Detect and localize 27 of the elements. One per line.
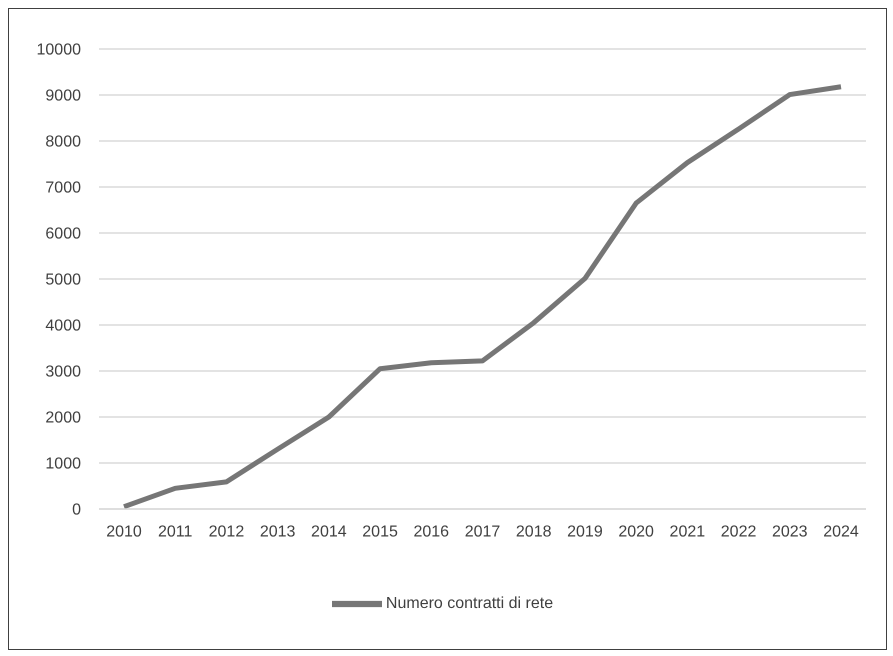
x-tick-label: 2022: [720, 523, 756, 540]
y-tick-label: 6000: [45, 226, 82, 243]
y-tick-label: 8000: [45, 134, 82, 151]
x-tick-label: 2017: [464, 523, 500, 540]
x-tick-label: 2010: [106, 523, 142, 540]
y-tick-label: 10000: [36, 42, 82, 59]
y-tick-label: 5000: [45, 272, 82, 289]
x-tick-label: 2013: [260, 523, 296, 540]
legend-label: Numero contratti di rete: [386, 595, 554, 612]
x-tick-label: 2019: [567, 523, 603, 540]
y-tick-label: 2000: [45, 410, 82, 427]
y-tick-label: 7000: [45, 180, 82, 197]
x-tick-label: 2016: [413, 523, 450, 540]
x-tick-label: 2024: [823, 523, 859, 540]
y-tick-label: 3000: [45, 364, 82, 381]
y-tick-label: 9000: [45, 88, 82, 105]
x-tick-label: 2023: [772, 523, 808, 540]
x-tick-label: 2018: [516, 523, 552, 540]
x-tick-label: 2011: [158, 523, 193, 540]
x-tick-label: 2015: [362, 523, 398, 540]
x-tick-label: 2020: [618, 523, 654, 540]
y-tick-label: 1000: [45, 456, 82, 473]
x-tick-label: 2012: [208, 523, 244, 540]
x-tick-label: 2021: [670, 523, 706, 540]
x-tick-label: 2014: [311, 523, 347, 540]
y-tick-label: 0: [72, 502, 82, 519]
y-tick-label: 4000: [45, 318, 82, 335]
